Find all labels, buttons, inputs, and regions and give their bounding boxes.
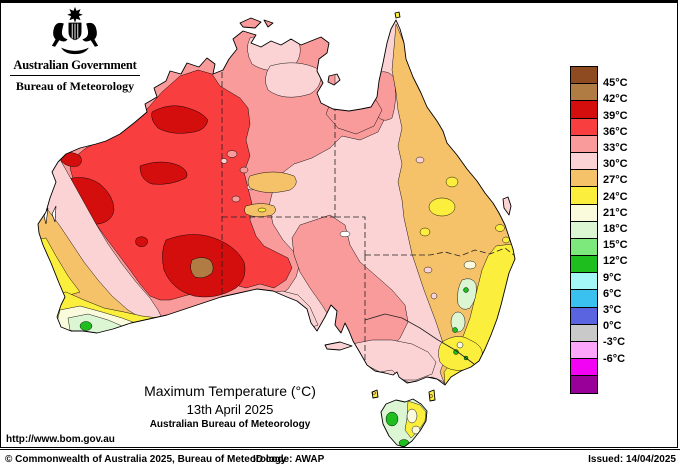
statusbar: © Commonwealth of Australia 2025, Bureau… [0, 449, 680, 467]
legend-color-bar [570, 66, 598, 394]
legend-band [570, 289, 598, 308]
issued-text: Issued: 14/04/2025 [588, 454, 676, 465]
id-code-text: ID code: AWAP [253, 454, 325, 465]
australia-temperature-map [37, 11, 516, 448]
legend-label: 12°C [603, 255, 628, 268]
legend-label: 0°C [603, 320, 622, 333]
legend-band [570, 169, 598, 188]
legend-band [570, 203, 598, 222]
legend-band [570, 323, 598, 342]
legend-label: 36°C [603, 125, 628, 138]
legend-label: 6°C [603, 287, 622, 300]
legend-band [570, 375, 598, 394]
legend-label: 3°C [603, 304, 622, 316]
coastline [37, 11, 516, 448]
state-borders [221, 72, 515, 369]
legend-band [570, 220, 598, 239]
bom-url: http://www.bom.gov.au [6, 434, 115, 445]
legend-band [570, 66, 598, 85]
government-title: Australian Government [13, 58, 137, 72]
legend-band [570, 255, 598, 274]
legend-label: 27°C [603, 174, 628, 187]
legend-band [570, 134, 598, 153]
caption-org: Australian Bureau of Meteorology [149, 419, 311, 430]
crest-star [67, 6, 83, 23]
legend-band [570, 272, 598, 291]
legend-label: 21°C [603, 206, 628, 219]
legend-band [570, 341, 598, 360]
legend-band [570, 237, 598, 257]
crest-scroll [61, 47, 89, 55]
legend-label: 30°C [603, 158, 628, 171]
legend-label: 15°C [603, 239, 628, 252]
legend-label: -6°C [603, 352, 626, 365]
legend-band [570, 358, 598, 377]
region-42-45-brown [190, 257, 214, 279]
map-caption: Maximum Temperature (°C) 13th April 2025… [60, 383, 400, 430]
legend-band [570, 83, 598, 102]
shark-bay-inlet [51, 205, 57, 223]
legend-label: 39°C [603, 109, 628, 122]
legend-band [570, 151, 598, 171]
header: Australian Government Bureau of Meteorol… [10, 6, 140, 94]
legend-band [570, 186, 598, 205]
lake-speck [339, 230, 351, 238]
shark-bay-inlet [43, 207, 49, 225]
legend-label: -3°C [603, 336, 626, 349]
legend-band [570, 117, 598, 136]
header-divider [10, 75, 140, 76]
crest-kangaroo [51, 22, 68, 47]
legend-label: 24°C [603, 190, 628, 203]
legend-label: 33°C [603, 142, 628, 154]
legend-label: 9°C [603, 271, 622, 284]
legend-label: 18°C [603, 223, 628, 235]
copyright-text: © Commonwealth of Australia 2025, Bureau… [5, 454, 287, 465]
legend-label: 42°C [603, 93, 628, 106]
caption-title: Maximum Temperature (°C) [144, 383, 316, 399]
crest-emu [82, 22, 99, 47]
legend-band [570, 306, 598, 325]
legend-label: 45°C [603, 77, 628, 90]
legend-band [570, 100, 598, 119]
caption-date: 13th April 2025 [186, 402, 274, 417]
coat-of-arms [51, 6, 99, 55]
bureau-title: Bureau of Meteorology [15, 79, 135, 93]
